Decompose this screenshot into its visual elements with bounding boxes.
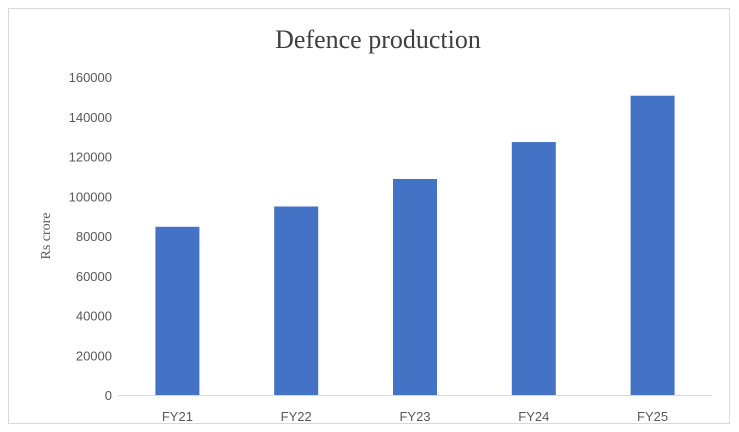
y-tick-label: 0 xyxy=(105,388,112,403)
chart-title: Defence production xyxy=(275,25,481,54)
bar-fy24 xyxy=(511,142,556,395)
y-tick-label: 160000 xyxy=(69,70,112,85)
bars xyxy=(155,95,675,395)
x-tick-label: FY21 xyxy=(162,409,193,424)
y-tick-label: 120000 xyxy=(69,150,112,165)
y-tick-label: 80000 xyxy=(76,229,112,244)
y-tick-label: 40000 xyxy=(76,309,112,324)
x-tick-label: FY22 xyxy=(281,409,312,424)
y-tick-label: 100000 xyxy=(69,189,112,204)
y-tick-label: 20000 xyxy=(76,348,112,363)
y-tick-label: 140000 xyxy=(69,110,112,125)
x-axis-tick-labels: FY21 FY22 FY23 FY24 FY25 xyxy=(162,409,668,424)
chart-frame xyxy=(8,8,730,424)
bar-fy21 xyxy=(155,226,200,395)
x-tick-label: FY25 xyxy=(637,409,668,424)
bar-fy22 xyxy=(274,206,319,395)
y-axis-label: Rs crore xyxy=(39,212,54,259)
x-tick-label: FY24 xyxy=(518,409,549,424)
y-axis-ticks: 0 20000 40000 60000 80000 100000 120000 140000 1… xyxy=(69,70,112,403)
bar-fy23 xyxy=(393,178,437,395)
y-tick-label: 60000 xyxy=(76,269,112,284)
bar-fy25 xyxy=(630,95,675,395)
x-tick-label: FY23 xyxy=(399,409,430,424)
